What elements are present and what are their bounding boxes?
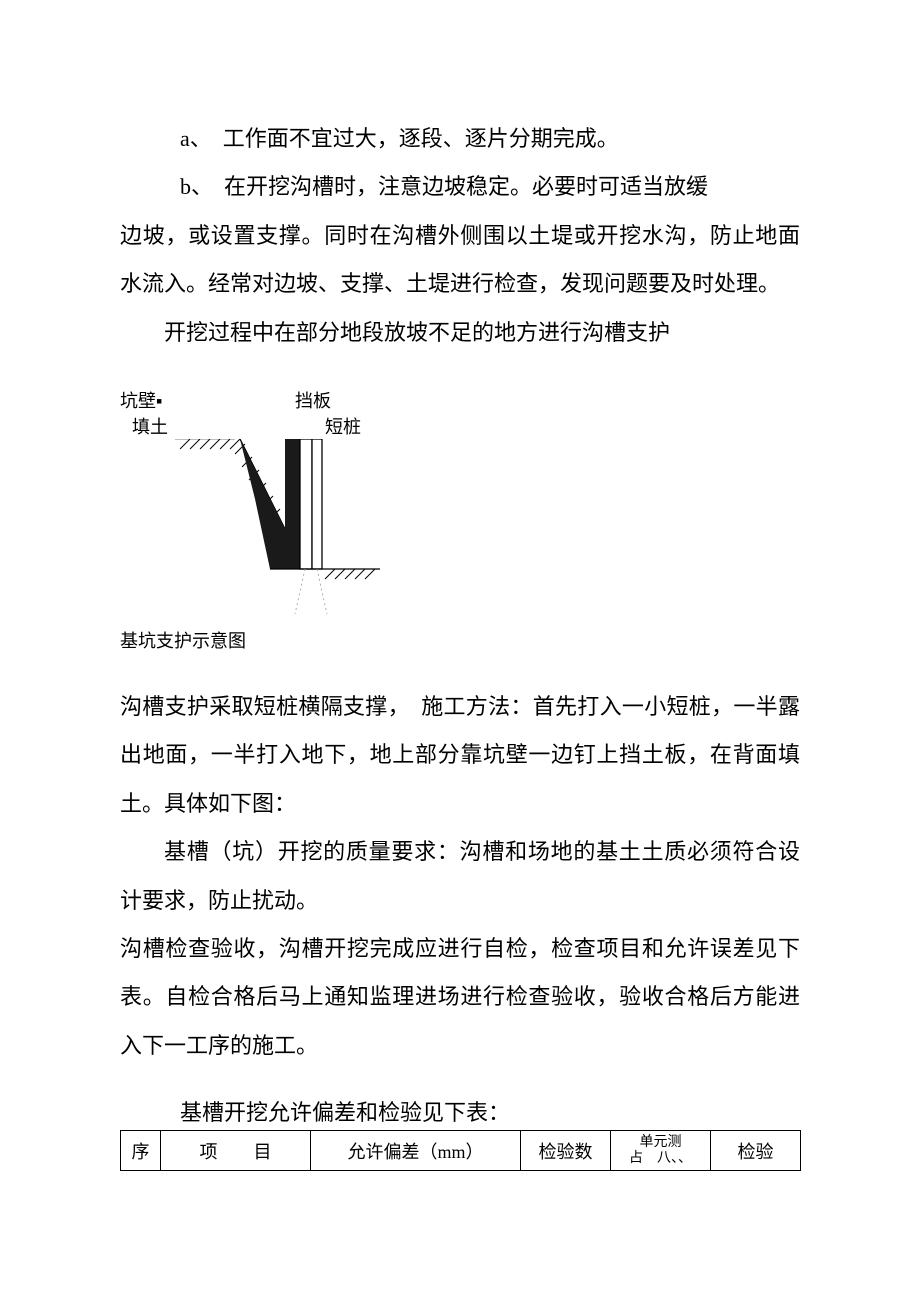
diagram-container: 坑壁▪ 填土 挡板 短桩 bbox=[120, 387, 800, 653]
paragraph-e: 基槽（坑）开挖的质量要求：沟槽和场地的基土土质必须符合设计要求，防止扰动。 bbox=[120, 828, 800, 925]
paragraph-b-line1: b、 在开挖沟槽时，注意边坡稳定。必要时可适当放缓 bbox=[120, 163, 800, 211]
diagram-label-left-group: 坑壁▪ 填土 bbox=[120, 387, 210, 439]
table-title: 基槽开挖允许偏差和检验见下表： bbox=[120, 1095, 800, 1127]
label-pile: 短桩 bbox=[295, 413, 361, 439]
th-check: 检验 bbox=[711, 1131, 801, 1171]
diagram-top-labels: 坑壁▪ 填土 挡板 短桩 bbox=[120, 387, 800, 439]
th-seq: 序 bbox=[121, 1131, 161, 1171]
tolerance-table: 序 项 目 允许偏差（mm） 检验数 单元测 占 八、、 检验 bbox=[120, 1130, 801, 1171]
th-item: 项 目 bbox=[161, 1131, 311, 1171]
diagram-caption: 基坑支护示意图 bbox=[120, 627, 800, 653]
table-header-row: 序 项 目 允许偏差（mm） 检验数 单元测 占 八、、 检验 bbox=[121, 1131, 801, 1171]
paragraph-c: 开挖过程中在部分地段放坡不足的地方进行沟槽支护 bbox=[120, 309, 800, 357]
th-tolerance: 允许偏差（mm） bbox=[311, 1131, 521, 1171]
label-fill: 填土 bbox=[120, 413, 210, 439]
paragraph-f: 沟槽检查验收，沟槽开挖完成应进行自检，检查项目和允许误差见下表。自检合格后马上通… bbox=[120, 925, 800, 1070]
diagram-label-right-group: 挡板 短桩 bbox=[295, 387, 361, 439]
paragraph-b-rest: 边坡，或设置支撑。同时在沟槽外侧围以土堤或开挖水沟，防止地面水流入。经常对边坡、… bbox=[120, 212, 800, 309]
paragraph-a: a、 工作面不宜过大，逐段、逐片分期完成。 bbox=[120, 115, 800, 163]
th-unit-measure: 单元测 占 八、、 bbox=[611, 1131, 711, 1171]
label-wall: 坑壁▪ bbox=[120, 387, 210, 413]
paragraph-d: 沟槽支护采取短桩横隔支撑， 施工方法：首先打入一小短桩，一半露出地面，一半打入地… bbox=[120, 683, 800, 828]
pit-support-diagram bbox=[120, 439, 420, 614]
label-board: 挡板 bbox=[295, 387, 361, 413]
th-check-count: 检验数 bbox=[521, 1131, 611, 1171]
